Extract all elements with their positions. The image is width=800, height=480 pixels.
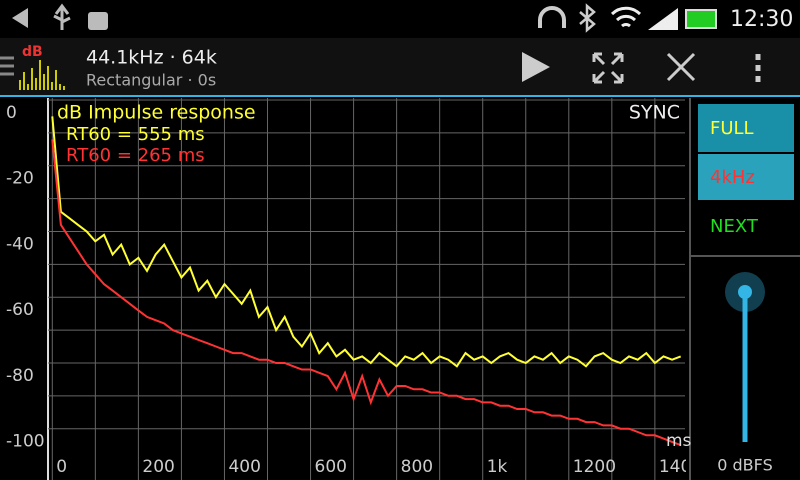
slider-thumb[interactable] <box>738 285 752 299</box>
headset-icon <box>538 6 566 28</box>
bluetooth-icon <box>579 3 596 33</box>
window-info: Rectangular · 0s <box>86 71 216 90</box>
x-tick-label: 800 <box>401 457 433 477</box>
x-tick-label: 1200 <box>573 457 616 477</box>
4khz-button[interactable] <box>698 154 794 200</box>
logo-bars[interactable] <box>19 60 65 90</box>
wifi-icon <box>610 6 642 28</box>
slider-label: 0 dBFS <box>717 456 772 475</box>
y-tick-label: -60 <box>6 300 34 320</box>
clock: 12:30 <box>730 7 793 32</box>
back-icon <box>12 8 28 28</box>
x-tick-label: 600 <box>315 457 347 477</box>
android-icon <box>88 12 108 30</box>
y-tick-label: -80 <box>6 366 34 386</box>
play-button[interactable] <box>522 52 550 82</box>
y-tick-label: -40 <box>6 234 34 254</box>
close-button[interactable] <box>666 52 696 82</box>
chart-title: dB Impulse response <box>57 102 256 124</box>
legend-entry: RT60 = 265 ms <box>66 145 205 166</box>
x-tick-label: 400 <box>228 457 260 477</box>
x-tick-label: 0 <box>56 457 67 477</box>
full-button[interactable] <box>698 104 794 152</box>
usb-icon <box>53 3 71 30</box>
signal-icon <box>648 8 678 30</box>
logo-text: dB <box>22 44 43 60</box>
y-tick-label: -100 <box>6 432 45 452</box>
toolbar <box>0 38 800 95</box>
x-tick-label: 1k <box>487 457 508 477</box>
legend-entry: RT60 = 555 ms <box>66 124 205 145</box>
sync-label: SYNC <box>629 102 680 124</box>
toolbar-divider <box>0 95 800 97</box>
4khz-button-label[interactable]: 4kHz <box>710 167 755 188</box>
menu-icon <box>0 56 14 76</box>
battery-icon <box>685 9 717 29</box>
x-tick-label: 200 <box>142 457 174 477</box>
series-line <box>51 116 682 368</box>
y-tick-label: -20 <box>6 169 34 189</box>
full-button-label[interactable]: FULL <box>710 118 754 139</box>
x-axis-label: ms <box>666 431 692 451</box>
x-tick-label: 1400 <box>659 457 702 477</box>
next-button[interactable]: NEXT <box>710 216 759 237</box>
status-bar <box>0 0 800 38</box>
fullscreen-button[interactable] <box>592 52 624 84</box>
y-tick-label: 0 <box>6 103 17 123</box>
series-line <box>51 139 682 447</box>
sample-info: 44.1kHz · 64k <box>86 47 217 69</box>
